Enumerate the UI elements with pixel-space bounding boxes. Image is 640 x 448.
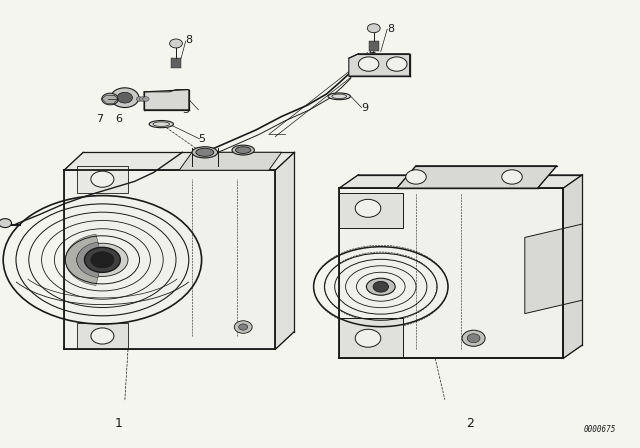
Polygon shape [397,166,557,188]
Circle shape [355,329,381,347]
Polygon shape [64,170,275,349]
Text: 8: 8 [186,35,193,45]
Circle shape [406,170,426,184]
Text: 7: 7 [95,114,103,124]
Polygon shape [349,54,410,76]
Circle shape [0,219,12,228]
Wedge shape [77,242,102,277]
Circle shape [91,328,114,344]
Ellipse shape [236,147,251,153]
Text: 3: 3 [182,105,189,115]
Bar [171,58,181,68]
Circle shape [136,97,143,101]
Circle shape [91,171,114,187]
Circle shape [111,88,139,108]
Ellipse shape [149,121,173,128]
Circle shape [84,247,120,272]
Ellipse shape [196,148,214,156]
Polygon shape [64,152,294,170]
Circle shape [170,39,182,48]
Circle shape [117,92,132,103]
Circle shape [358,57,379,71]
Polygon shape [77,166,128,193]
Polygon shape [275,152,294,349]
Polygon shape [339,188,563,358]
Circle shape [462,330,485,346]
Bar [369,41,379,51]
Polygon shape [525,224,582,314]
Polygon shape [77,323,128,349]
Circle shape [91,252,114,268]
Text: 5: 5 [198,134,205,144]
Circle shape [239,324,248,330]
Circle shape [140,97,146,101]
Wedge shape [65,234,102,285]
Text: 8: 8 [387,24,394,34]
Ellipse shape [328,93,351,100]
Text: 6: 6 [115,114,122,124]
Ellipse shape [366,278,395,295]
Ellipse shape [77,243,128,276]
Circle shape [367,24,380,33]
Polygon shape [179,152,282,170]
Circle shape [502,170,522,184]
Polygon shape [563,175,582,358]
Ellipse shape [192,147,218,158]
Circle shape [143,97,149,101]
Text: 1: 1 [115,417,122,430]
Text: 2: 2 [467,417,474,430]
Text: 9: 9 [362,103,369,112]
Circle shape [355,199,381,217]
Polygon shape [144,90,189,110]
Circle shape [467,334,480,343]
Polygon shape [339,193,403,228]
Circle shape [234,321,252,333]
Circle shape [387,57,407,71]
Ellipse shape [232,145,254,155]
Text: 0000675: 0000675 [583,425,616,434]
Polygon shape [339,175,582,188]
Polygon shape [339,318,403,358]
Circle shape [102,93,118,105]
Circle shape [373,281,388,292]
Text: 4: 4 [368,47,375,56]
